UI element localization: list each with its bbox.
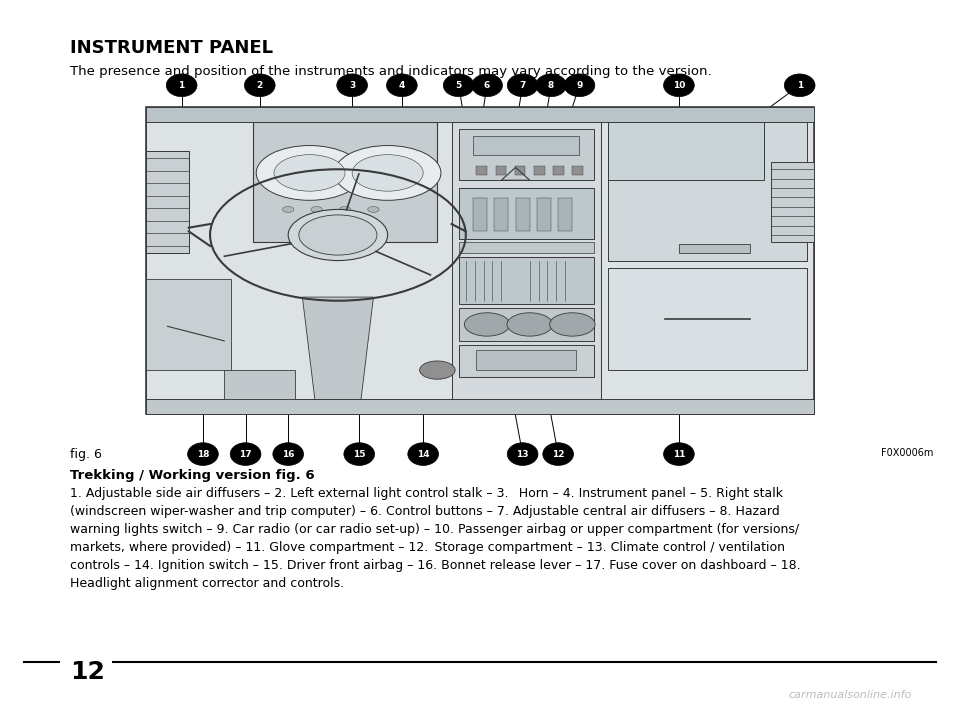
Circle shape (542, 442, 573, 465)
Circle shape (273, 442, 303, 465)
Text: Trekking / Working version fig. 6: Trekking / Working version fig. 6 (70, 469, 315, 482)
Bar (679, 244, 750, 253)
Text: 15: 15 (353, 450, 366, 459)
Bar (494, 199, 509, 231)
Polygon shape (146, 399, 814, 414)
Bar (459, 242, 593, 253)
Text: 1: 1 (179, 81, 184, 90)
Bar (516, 199, 530, 231)
Bar (459, 129, 593, 180)
Circle shape (245, 74, 276, 96)
Polygon shape (608, 115, 806, 261)
Polygon shape (146, 107, 814, 122)
Bar (225, 370, 296, 399)
Bar (608, 268, 806, 370)
Text: 17: 17 (239, 450, 252, 459)
Text: 14: 14 (417, 450, 429, 459)
Polygon shape (252, 122, 438, 242)
Circle shape (507, 74, 538, 96)
Circle shape (352, 155, 423, 191)
Circle shape (166, 74, 197, 96)
Circle shape (465, 313, 510, 336)
Text: 12: 12 (552, 450, 564, 459)
Text: 4: 4 (398, 81, 405, 90)
Bar (459, 308, 593, 341)
Circle shape (444, 74, 474, 96)
Circle shape (408, 442, 439, 465)
Text: 9: 9 (576, 81, 583, 90)
Bar (459, 188, 593, 239)
Bar (572, 166, 583, 174)
Text: 16: 16 (282, 450, 295, 459)
Bar (608, 122, 764, 180)
Bar (553, 166, 564, 174)
Circle shape (784, 74, 815, 96)
Circle shape (507, 442, 538, 465)
Circle shape (334, 145, 441, 201)
Text: 1. Adjustable side air diffusers – 2. Left external light control stalk – 3.  Ho: 1. Adjustable side air diffusers – 2. Le… (70, 487, 801, 590)
Circle shape (387, 74, 418, 96)
Polygon shape (302, 297, 373, 414)
Text: 13: 13 (516, 450, 529, 459)
Circle shape (230, 442, 261, 465)
Circle shape (471, 74, 502, 96)
Bar (146, 279, 231, 370)
Bar (146, 151, 189, 253)
Bar (537, 199, 551, 231)
Bar (459, 257, 593, 304)
Bar (146, 151, 189, 253)
Circle shape (274, 155, 345, 191)
Text: 6: 6 (484, 81, 491, 90)
Text: INSTRUMENT PANEL: INSTRUMENT PANEL (70, 39, 273, 57)
Bar (771, 162, 814, 242)
Circle shape (663, 442, 694, 465)
Bar (495, 166, 506, 174)
Circle shape (256, 145, 363, 201)
Circle shape (282, 206, 294, 213)
Circle shape (564, 74, 595, 96)
Circle shape (337, 74, 368, 96)
Circle shape (507, 313, 552, 336)
Text: 8: 8 (548, 81, 554, 90)
Text: fig. 6: fig. 6 (70, 448, 102, 461)
Bar (476, 350, 576, 370)
Text: 1: 1 (797, 81, 803, 90)
Polygon shape (451, 107, 601, 414)
Circle shape (344, 442, 374, 465)
Bar (473, 199, 487, 231)
Bar (534, 166, 544, 174)
Circle shape (187, 442, 218, 465)
Text: 3: 3 (349, 81, 355, 90)
Circle shape (550, 313, 595, 336)
Text: 7: 7 (519, 81, 526, 90)
Circle shape (663, 74, 694, 96)
Circle shape (420, 361, 455, 379)
Bar (515, 166, 525, 174)
Text: 11: 11 (673, 450, 685, 459)
Polygon shape (146, 107, 451, 414)
Circle shape (311, 206, 323, 213)
Text: F0X0006m: F0X0006m (880, 448, 933, 458)
Text: 2: 2 (256, 81, 263, 90)
Bar (459, 345, 593, 377)
Circle shape (536, 74, 566, 96)
Circle shape (288, 209, 388, 261)
Circle shape (299, 215, 377, 255)
Circle shape (368, 206, 379, 213)
Text: carmanualsonline.info: carmanualsonline.info (789, 691, 912, 700)
Text: 18: 18 (197, 450, 209, 459)
Bar (476, 166, 487, 174)
Bar (473, 136, 580, 155)
Circle shape (339, 206, 350, 213)
Polygon shape (601, 107, 814, 414)
Text: 12: 12 (70, 660, 105, 684)
Bar (558, 199, 572, 231)
Text: 10: 10 (673, 81, 685, 90)
Text: The presence and position of the instruments and indicators may vary according t: The presence and position of the instrum… (70, 65, 711, 78)
Text: 5: 5 (456, 81, 462, 90)
